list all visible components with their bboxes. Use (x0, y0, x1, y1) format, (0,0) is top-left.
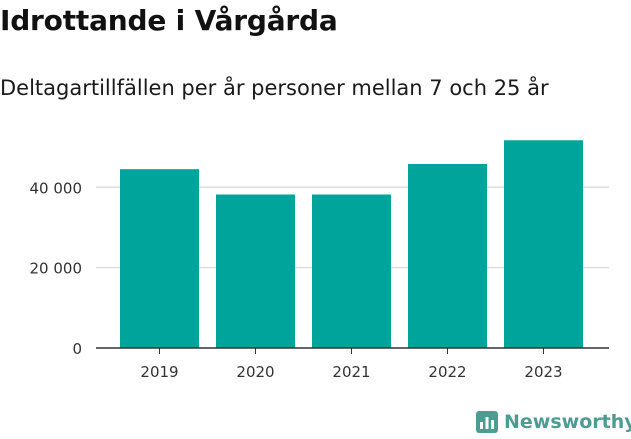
bar (216, 194, 295, 348)
chart-subtitle: Deltagartillfällen per år personer mella… (0, 76, 549, 100)
bar (120, 169, 199, 348)
x-tick-label: 2023 (524, 363, 562, 381)
bar (312, 194, 391, 348)
x-tick-label: 2021 (332, 363, 370, 381)
bar (504, 140, 583, 348)
y-tick-label: 20 000 (30, 260, 83, 278)
brand-name: Newsworthy (504, 411, 631, 433)
brand-logo: Newsworthy (476, 407, 631, 437)
x-tick-label: 2019 (140, 363, 178, 381)
bar (408, 163, 487, 348)
x-tick-label: 2022 (428, 363, 466, 381)
y-tick-label: 0 (72, 340, 82, 358)
chart-title: Idrottande i Vårgårda (0, 4, 338, 37)
y-tick-label: 40 000 (30, 179, 83, 197)
x-tick-label: 2020 (236, 363, 274, 381)
bar-chart-logo-icon (476, 411, 498, 433)
